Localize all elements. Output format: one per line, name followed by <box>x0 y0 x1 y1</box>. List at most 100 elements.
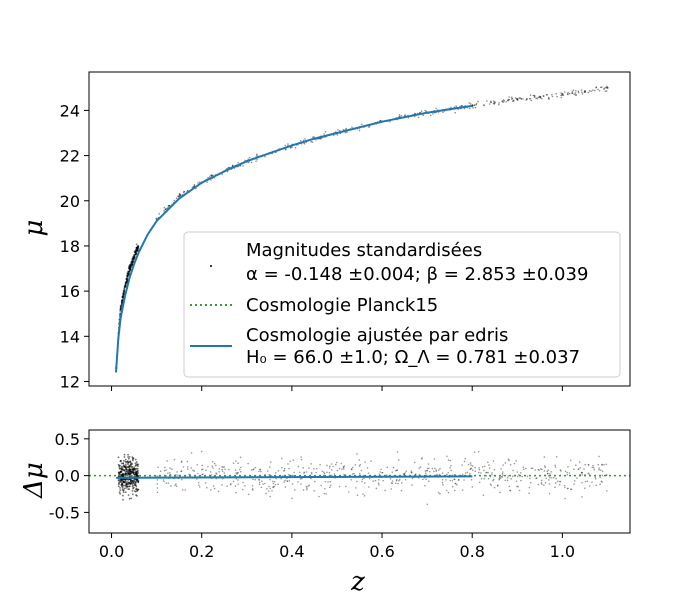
residual-point <box>329 484 332 487</box>
main-data-point <box>516 98 518 100</box>
main-data-point <box>490 100 492 103</box>
residual-point <box>283 469 286 472</box>
residual-point <box>310 473 313 475</box>
residual-point <box>577 468 580 470</box>
residual-point <box>129 480 132 483</box>
residual-point <box>522 466 525 469</box>
residual-point <box>121 469 124 471</box>
residual-point <box>469 468 472 471</box>
residual-point <box>252 468 254 471</box>
residual-point <box>137 479 140 482</box>
residual-point <box>197 472 199 475</box>
residual-point <box>567 487 569 490</box>
residual-point <box>496 485 499 487</box>
main-data-point <box>264 155 266 158</box>
residual-point <box>122 480 125 483</box>
main-data-point <box>250 161 253 164</box>
main-data-point <box>175 197 178 200</box>
residual-point <box>516 475 519 478</box>
y-axis-label-main: μ <box>19 220 49 237</box>
main-data-point <box>232 164 234 167</box>
residual-point <box>302 489 305 491</box>
residual-point <box>428 467 430 470</box>
residual-point <box>474 470 477 473</box>
main-data-point <box>564 91 566 93</box>
residual-point <box>289 460 291 463</box>
residual-point <box>130 482 132 485</box>
residual-point <box>119 487 121 489</box>
residual-point <box>124 463 127 466</box>
main-data-point <box>512 99 515 102</box>
residual-point <box>564 497 566 500</box>
residual-point <box>213 487 216 490</box>
residual-point <box>390 488 393 490</box>
legend-box <box>183 231 621 378</box>
residual-point <box>455 483 458 486</box>
main-data-point <box>137 244 140 247</box>
residual-point <box>540 481 543 484</box>
main-data-point <box>575 94 577 97</box>
main-data-point <box>183 190 185 193</box>
main-data-point <box>493 101 496 104</box>
x-axis-label: z <box>350 567 365 597</box>
residual-point <box>253 468 255 470</box>
residual-point <box>235 491 237 494</box>
residual-point <box>342 468 345 470</box>
main-data-point <box>304 138 306 140</box>
main-data-point <box>193 183 196 186</box>
residual-point <box>315 471 317 474</box>
residual-point <box>543 484 545 486</box>
residual-point <box>266 470 269 472</box>
main-data-point <box>136 247 139 250</box>
main-data-point <box>469 103 472 105</box>
residual-point <box>169 472 171 474</box>
main-data-point <box>551 95 554 98</box>
residual-point <box>570 488 573 491</box>
residual-point <box>261 480 263 483</box>
main-data-point <box>551 93 553 96</box>
main-data-point <box>164 208 167 210</box>
main-data-point <box>568 92 571 95</box>
residual-point <box>130 497 133 500</box>
residual-point <box>578 461 581 463</box>
residual-point <box>251 484 254 487</box>
residual-point <box>478 481 481 484</box>
residual-point <box>591 466 594 469</box>
residual-point <box>560 470 562 472</box>
residual-point <box>483 465 486 468</box>
main-data-point <box>454 111 456 114</box>
residual-point <box>272 485 275 488</box>
main-data-point <box>324 131 327 133</box>
main-data-point <box>567 91 569 94</box>
residual-point <box>204 482 207 484</box>
residual-point <box>354 464 357 466</box>
main-data-point <box>474 104 476 106</box>
main-data-point <box>227 166 230 169</box>
residual-point <box>271 489 273 492</box>
residual-point <box>181 489 184 491</box>
main-data-point <box>510 96 513 99</box>
residual-point <box>392 466 395 469</box>
residual-point <box>274 472 277 474</box>
residual-point <box>548 492 551 495</box>
residual-point <box>186 460 189 463</box>
residual-point <box>367 472 370 474</box>
main-data-point <box>595 86 598 88</box>
main-data-point <box>577 91 580 94</box>
main-data-point <box>323 133 325 135</box>
residual-point <box>156 479 159 481</box>
main-data-point <box>600 86 603 88</box>
residual-point <box>247 462 249 465</box>
main-data-point <box>209 175 211 178</box>
residual-point <box>397 482 399 485</box>
residual-point <box>171 468 173 471</box>
main-data-point <box>606 86 608 89</box>
residual-point <box>558 483 561 486</box>
residual-point <box>135 472 138 475</box>
residual-point <box>601 463 604 466</box>
main-data-point <box>501 100 504 103</box>
residual-point <box>483 477 485 480</box>
residual-point <box>588 485 591 487</box>
residual-point <box>126 466 129 468</box>
residual-point <box>556 480 559 483</box>
